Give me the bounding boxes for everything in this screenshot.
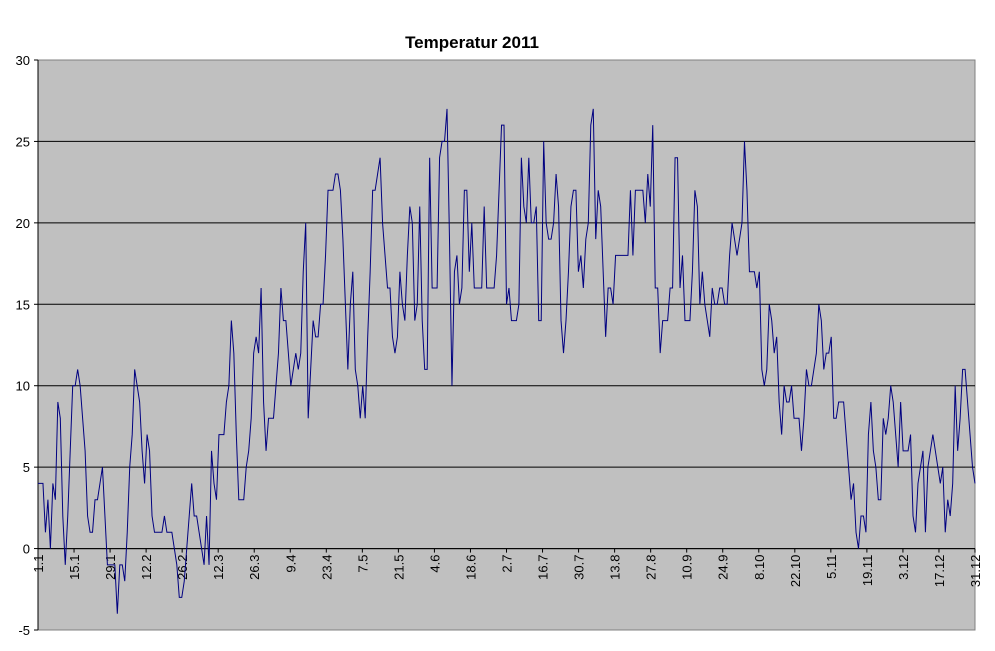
x-tick-label: 21.5 — [391, 555, 406, 580]
y-tick-label: 25 — [16, 134, 30, 149]
x-tick-label: 30.7 — [572, 555, 587, 580]
x-tick-label: 7.5 — [355, 555, 370, 573]
series-line-temperature — [38, 108, 976, 614]
x-tick-label: 1.1 — [31, 555, 46, 573]
x-tick-label: 31.12 — [968, 555, 983, 588]
x-tick-label: 15.1 — [67, 555, 82, 580]
x-tick-label: 13.8 — [608, 555, 623, 580]
y-tick-label: 5 — [23, 460, 30, 475]
y-tick-label: 10 — [16, 379, 30, 394]
x-tick-label: 3.12 — [896, 555, 911, 580]
x-tick-label: 4.6 — [427, 555, 442, 573]
y-tick-label: 15 — [16, 297, 30, 312]
y-tick-label: -5 — [18, 623, 30, 638]
x-tick-label: 27.8 — [644, 555, 659, 580]
x-tick-label: 26.2 — [175, 555, 190, 580]
y-tick-label: 0 — [23, 542, 30, 557]
x-tick-label: 22.10 — [788, 555, 803, 588]
plot-area — [37, 59, 976, 631]
y-tick-label: 20 — [16, 216, 30, 231]
x-tick-label: 24.9 — [716, 555, 731, 580]
x-tick-label: 8.10 — [752, 555, 767, 580]
x-tick-label: 5.11 — [824, 555, 839, 579]
y-axis-ticks: 30 25 20 15 10 5 0 -5 — [16, 53, 38, 638]
x-tick-label: 18.6 — [463, 555, 478, 580]
x-tick-label: 12.3 — [211, 555, 226, 580]
chart-title: Temperatur 2011 — [405, 33, 539, 52]
x-tick-label: 10.9 — [680, 555, 695, 580]
x-tick-label: 26.3 — [247, 555, 262, 580]
x-tick-label: 16.7 — [536, 555, 551, 580]
x-tick-label: 23.4 — [319, 555, 334, 580]
x-tick-label: 2.7 — [500, 555, 515, 573]
x-tick-label: 12.2 — [139, 555, 154, 580]
y-tick-label: 30 — [16, 53, 30, 68]
x-tick-label: 19.11 — [860, 555, 875, 587]
x-tick-label: 17.12 — [932, 555, 947, 588]
x-tick-label: 9.4 — [283, 555, 298, 573]
